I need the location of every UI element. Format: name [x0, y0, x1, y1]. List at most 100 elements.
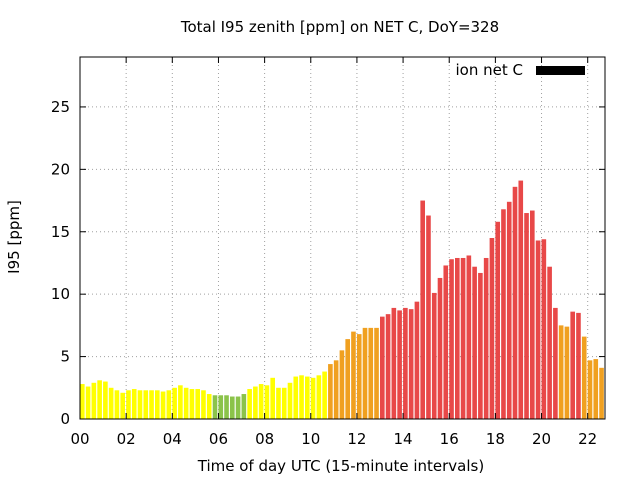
y-tick-label: 15 [51, 223, 70, 241]
y-tick-label: 0 [60, 410, 70, 428]
bar [131, 389, 137, 419]
bar [431, 292, 437, 419]
bar [305, 376, 310, 419]
bar [230, 396, 235, 419]
bar [137, 390, 143, 419]
y-tick-label: 5 [60, 348, 70, 366]
bar [443, 265, 449, 419]
x-tick-label: 00 [70, 430, 89, 448]
bar [160, 391, 166, 419]
bar [385, 314, 391, 419]
bar [247, 389, 252, 419]
bar [328, 364, 333, 419]
bar [368, 327, 374, 419]
legend: ion net C [456, 61, 585, 79]
bar [166, 390, 172, 419]
bar [218, 395, 224, 419]
bar [97, 380, 102, 419]
bar [437, 277, 443, 419]
bar [403, 307, 408, 419]
bar [183, 387, 189, 419]
x-tick-label: 10 [301, 430, 320, 448]
bar [489, 238, 495, 419]
gridlines [80, 57, 605, 419]
bar [310, 377, 316, 419]
bar [149, 390, 154, 419]
bar [235, 396, 241, 419]
bar [264, 385, 270, 419]
bar [518, 180, 524, 419]
bar [120, 392, 125, 419]
y-tick-label: 20 [51, 160, 70, 178]
x-tick-label: 02 [117, 430, 136, 448]
bar [322, 371, 327, 419]
bar [512, 186, 518, 419]
bar [351, 331, 356, 419]
bar [241, 394, 247, 419]
bar [339, 350, 345, 419]
bar [333, 360, 339, 419]
bar [570, 311, 575, 419]
bar [455, 257, 460, 419]
x-tick-label: 14 [394, 430, 413, 448]
x-tick-label: 22 [578, 430, 597, 448]
x-tick-label: 12 [347, 430, 366, 448]
bar [495, 221, 500, 419]
bar [299, 375, 304, 419]
bar [391, 307, 397, 419]
bar [535, 240, 541, 419]
bar [564, 326, 570, 419]
bar [206, 394, 212, 419]
legend-swatch [536, 66, 585, 75]
bar [460, 257, 466, 419]
bar [501, 209, 506, 419]
bar [466, 255, 472, 419]
bar [472, 266, 477, 419]
x-tick-label: 20 [532, 430, 551, 448]
bar [380, 316, 385, 419]
bar [345, 339, 350, 419]
y-axis-label: I95 [ppm] [5, 200, 23, 274]
bar [576, 312, 581, 419]
bar [478, 272, 483, 419]
x-axis-label: Time of day UTC (15-minute intervals) [197, 457, 484, 475]
x-tick-label: 18 [486, 430, 505, 448]
x-tick-label: 04 [163, 430, 182, 448]
x-tick-label: 06 [209, 430, 228, 448]
chart-title: Total I95 zenith [ppm] on NET C, DoY=328 [180, 18, 499, 36]
x-tick-label: 08 [255, 430, 274, 448]
bar [91, 382, 97, 419]
bar [449, 259, 454, 419]
bar [374, 327, 379, 419]
bar [414, 301, 420, 419]
bar-series [80, 180, 604, 419]
bar [189, 389, 195, 419]
bar [126, 390, 131, 419]
bar [224, 395, 229, 419]
bar [287, 382, 293, 419]
bar [553, 307, 558, 419]
bar [599, 367, 604, 419]
bar [276, 387, 281, 419]
bar [408, 309, 414, 419]
bar [195, 389, 200, 419]
bar [530, 210, 535, 419]
bar [103, 381, 108, 419]
bar [420, 200, 425, 419]
bar [293, 376, 299, 419]
bar [114, 390, 120, 419]
bar [541, 239, 547, 419]
bar [362, 327, 368, 419]
bar [155, 390, 160, 419]
plot-frame [79, 56, 606, 420]
bar [178, 385, 183, 419]
bar [85, 386, 91, 419]
bar [558, 325, 564, 419]
bar [587, 360, 593, 419]
x-tick-label: 16 [440, 430, 459, 448]
bar [143, 390, 149, 419]
bar [253, 386, 258, 419]
bar [108, 387, 114, 419]
bar [258, 384, 264, 419]
bar [80, 384, 85, 419]
